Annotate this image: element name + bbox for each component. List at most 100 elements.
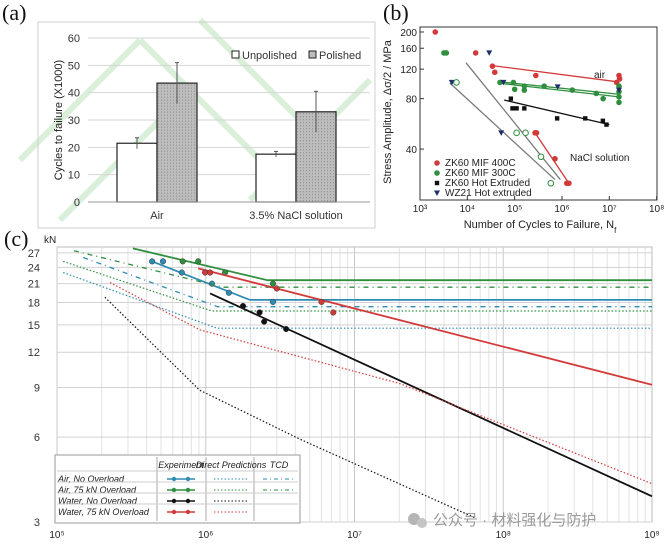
y-tick-label: 160 (400, 44, 417, 55)
x-tick-label: 10³ (413, 204, 428, 215)
data-point (522, 106, 527, 111)
data-point (604, 122, 609, 127)
legend-label: ZK60 MIF 300C (445, 168, 516, 179)
data-point (522, 129, 529, 137)
y-tick-label: 24 (28, 262, 40, 274)
panel-a-frame (37, 21, 376, 229)
legend-swatch (308, 50, 317, 59)
legend-experiment-marker (171, 476, 177, 482)
y-tick-label: 120 (400, 65, 417, 76)
data-point (510, 79, 517, 86)
legend-experiment-marker (171, 509, 177, 515)
watermark: 公众号 · 材料强化与防护 (408, 512, 596, 529)
x-axis-label-subscript: f (614, 226, 617, 235)
y-tick-label: 27 (28, 248, 40, 260)
y-axis-label: Stress Amplitude, Δσ/2 / MPa (382, 39, 394, 184)
experiment-point (179, 258, 186, 265)
y-tick-label: 3 (34, 517, 40, 529)
x-category-label: 3.5% NaCl solution (249, 210, 343, 222)
experiment-point (318, 298, 325, 305)
legend-marker (434, 160, 440, 166)
legend-label: Polished (319, 50, 361, 62)
data-point (510, 106, 515, 111)
y-tick-label: 18 (28, 298, 40, 310)
y-tick-label: 12 (28, 347, 40, 359)
panel-b-scatter-chart: 10³ 10⁴ 10⁵ 10⁶ 10⁷ 10⁸ 40 80 120 160 200 Number of… (382, 26, 664, 235)
x-tick-label: 10⁷ (347, 530, 362, 541)
y-axis-label: Cycles to failure (X1000) (53, 60, 65, 180)
legend-swatch (231, 50, 240, 59)
tcd-line (82, 256, 652, 308)
data-point (566, 180, 572, 187)
data-point (511, 86, 518, 93)
watermark-text: 公众号 · 材料强化与防护 (433, 512, 596, 529)
direct-prediction-line (104, 296, 476, 519)
fit-line (492, 64, 617, 83)
data-point (547, 179, 555, 187)
legend-label: ZK60 MIF 400C (445, 158, 516, 169)
x-tick-label: 10⁸ (649, 204, 664, 215)
watermark-stroke (137, 37, 263, 163)
data-point (533, 72, 539, 79)
panel-c-line-chart: 3 6 9 12 15 18 21 24 27 kN 10⁵ 10⁶ 10⁷ 10⁸ 10⁹ Experime… (28, 235, 660, 541)
data-point (554, 84, 561, 90)
data-point (491, 69, 498, 76)
legend-marker (434, 180, 440, 186)
data-point (616, 99, 622, 106)
x-tick-label: 10⁵ (49, 530, 64, 541)
y-tick-label: 30 (68, 115, 80, 127)
data-point (616, 83, 622, 89)
data-point (533, 130, 540, 136)
wechat-icon-bubble (417, 518, 427, 528)
y-tick-label: 10 (68, 170, 80, 182)
data-point (541, 83, 547, 89)
data-point (615, 87, 622, 94)
annotation-air: air (594, 70, 606, 81)
data-point (453, 79, 460, 86)
data-point (616, 76, 623, 82)
data-point (554, 116, 560, 121)
legend-label: Water, No Overload (58, 496, 138, 506)
wechat-icon (408, 513, 420, 525)
fit-line (534, 132, 570, 184)
experiment-point (273, 285, 280, 292)
legend-experiment-marker (185, 476, 191, 482)
experiment-fit-line (132, 247, 652, 282)
experiment-point (149, 258, 156, 265)
legend-column-header: Direct Predictions (196, 460, 267, 470)
x-tick-label: 10⁶ (554, 204, 569, 215)
experiment-point (239, 302, 247, 310)
data-point (489, 63, 496, 69)
y-tick-label: 40 (406, 145, 418, 156)
bar-unpolished (116, 142, 158, 203)
legend-label: WZ21 Hot extruded (445, 188, 532, 199)
fit-line (498, 82, 620, 98)
y-tick-label: 60 (68, 33, 80, 45)
data-point (448, 79, 455, 86)
legend-label: Unpolished (242, 50, 297, 62)
y-tick-label: 9 (34, 382, 40, 394)
legend-label: Water, 75 kN Overload (58, 507, 150, 517)
panel-a-bar-chart: 0 10 20 30 40 50 60 Cycles to failure (X1000) Ai… (37, 21, 376, 229)
experiment-point (178, 269, 185, 276)
legend-marker (434, 190, 440, 196)
y-tick-label: 21 (28, 279, 40, 291)
legend-experiment-marker (171, 487, 177, 493)
data-point (537, 153, 545, 161)
experiment-point (283, 325, 290, 333)
annotation-nacl: NaCl solution (570, 153, 629, 164)
data-point (600, 118, 606, 124)
experiment-point (330, 309, 337, 316)
legend-label: ZK60 Hot Extruded (445, 178, 530, 189)
data-point (616, 94, 622, 100)
data-point (514, 106, 519, 111)
data-point (508, 96, 514, 101)
data-point (521, 87, 528, 93)
y-tick-label: 20 (68, 142, 80, 154)
x-axis-label: Number of Cycles to Failure, Nf (464, 219, 617, 235)
x-category-label: Air (150, 210, 164, 222)
data-point (486, 50, 493, 56)
data-point (569, 87, 576, 93)
y-tick-label: 6 (34, 432, 40, 444)
